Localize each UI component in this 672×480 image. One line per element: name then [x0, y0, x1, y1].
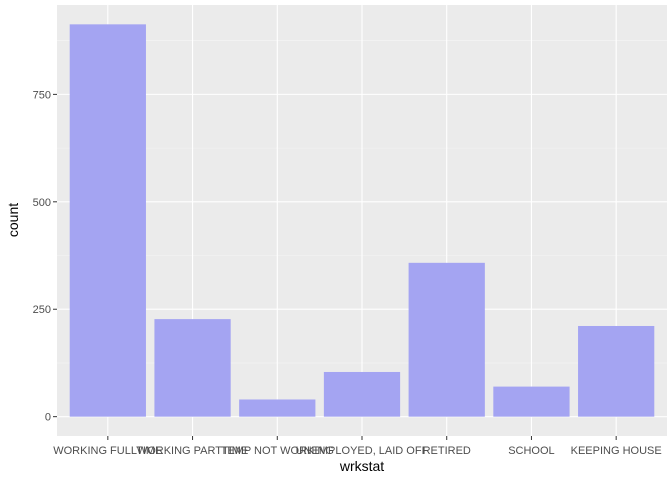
x-tick-label: WORKING PARTTIME [137, 445, 248, 457]
bar-working-parttime [154, 319, 231, 417]
y-tick-label: 0 [45, 412, 51, 424]
x-tick-label: UNEMPLOYED, LAID OFF [296, 445, 429, 457]
y-tick-label: 750 [33, 89, 51, 101]
bar-retired [408, 262, 485, 417]
x-tick-label: SCHOOL [508, 445, 554, 457]
y-tick-label: 250 [33, 304, 51, 316]
y-tick-label: 500 [33, 197, 51, 209]
x-tick-label: WORKING FULLTIME [53, 445, 162, 457]
y-axis: 0 250 500 750 [33, 89, 57, 424]
x-axis-title: wrkstat [339, 458, 384, 474]
x-tick-label: RETIRED [423, 445, 471, 457]
bar-working-fulltime [69, 24, 146, 417]
y-axis-title: count [5, 203, 21, 237]
x-tick-label: KEEPING HOUSE [571, 445, 662, 457]
x-tick-label: TEMP NOT WORKING [221, 445, 334, 457]
bar-temp-not-working [239, 399, 316, 417]
bar-school [493, 386, 570, 417]
bars [69, 24, 655, 417]
bar-unemployed-laid-off [323, 371, 401, 417]
bar-keeping-house [578, 325, 655, 417]
